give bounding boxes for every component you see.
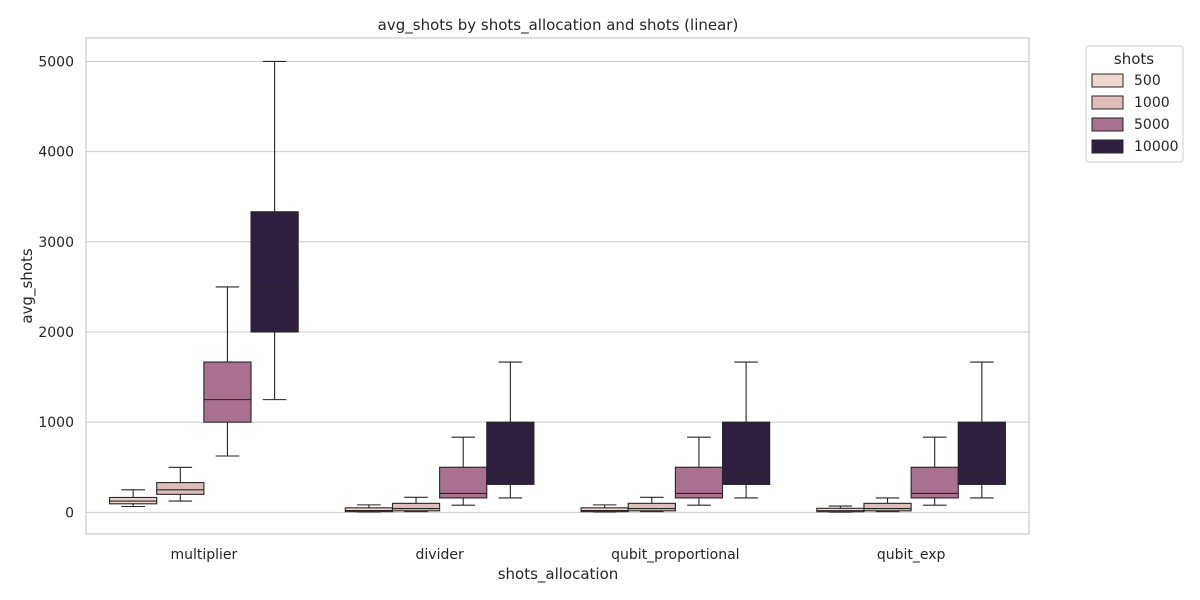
box-qubit_exp-10000 (957, 361, 1006, 499)
y-tick-label: 5000 (38, 54, 74, 70)
box-iqr (957, 421, 1006, 485)
legend-items: 500 1000 5000 10000 (1091, 73, 1179, 155)
legend-label: 500 (1134, 73, 1161, 89)
legend: shots 500 1000 5000 10000 (1085, 45, 1184, 163)
legend-label: 10000 (1134, 139, 1179, 155)
legend-item-10000: 10000 (1091, 139, 1179, 155)
box-qubit_exp-500 (816, 505, 865, 513)
x-tick-label: qubit_exp (877, 547, 946, 563)
box-iqr (391, 502, 441, 512)
y-axis-label: avg_shots (18, 248, 37, 323)
y-tick-label: 4000 (38, 145, 74, 161)
box-iqr (486, 421, 535, 485)
y-tick-label: 0 (65, 505, 74, 521)
box-divider-10000 (486, 361, 535, 499)
box-iqr (721, 421, 771, 485)
chart-title: avg_shots by shots_allocation and shots … (378, 16, 739, 35)
box-iqr (203, 361, 252, 423)
box-iqr (863, 502, 912, 512)
box-iqr (627, 502, 676, 512)
box-qubit_exp-5000 (910, 436, 959, 506)
box-iqr (156, 482, 205, 495)
x-tick-label: qubit_proportional (611, 547, 739, 563)
x-axis-label: shots_allocation (498, 565, 619, 584)
legend-label: 5000 (1134, 117, 1170, 133)
box-qubit_proportional-1000 (627, 496, 676, 513)
box-divider-500 (344, 504, 394, 513)
plot-frame (85, 37, 1030, 535)
box-divider-5000 (439, 436, 488, 506)
x-tick-label: divider (416, 547, 464, 563)
box-multiplier-500 (109, 489, 158, 508)
legend-swatch (1091, 95, 1124, 110)
legend-label: 1000 (1134, 95, 1170, 111)
legend-swatch (1091, 73, 1124, 88)
legend-item-1000: 1000 (1091, 95, 1170, 111)
box-qubit_proportional-500 (580, 504, 629, 513)
y-tick-label: 1000 (38, 415, 74, 431)
box-groups (109, 60, 1006, 513)
legend-title: shots (1114, 50, 1154, 68)
x-tick-label: multiplier (170, 547, 237, 563)
box-multiplier-1000 (156, 466, 205, 502)
y-tick-labels: 0 1000 2000 3000 4000 5000 (38, 54, 74, 521)
box-iqr (674, 466, 724, 499)
box-qubit_proportional-10000 (721, 361, 771, 499)
box-divider-1000 (391, 496, 441, 513)
box-multiplier-5000 (203, 286, 252, 457)
box-qubit_exp-1000 (863, 497, 912, 513)
box-iqr (250, 211, 299, 333)
legend-item-500: 500 (1091, 73, 1161, 89)
box-iqr (910, 466, 959, 499)
x-tick-labels: multiplier divider qubit_proportional qubit… (170, 547, 945, 563)
box-multiplier-10000 (250, 60, 299, 401)
legend-item-5000: 5000 (1091, 117, 1170, 133)
box-qubit_proportional-5000 (674, 436, 724, 506)
legend-swatch (1091, 139, 1124, 154)
legend-swatch (1091, 117, 1124, 132)
y-tick-label: 3000 (38, 235, 74, 251)
y-tick-label: 2000 (38, 325, 74, 341)
